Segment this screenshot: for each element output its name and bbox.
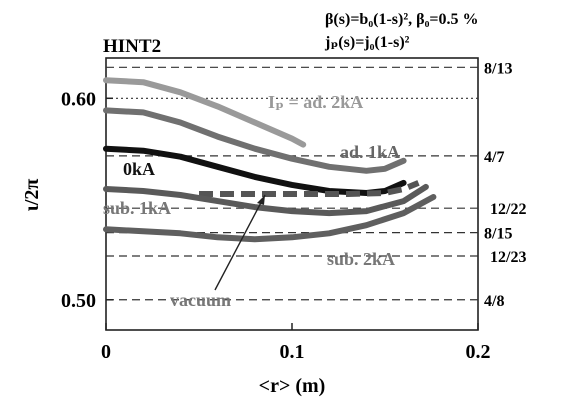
rational-label-6: 4/8: [484, 293, 504, 310]
series-line-1: [103, 107, 407, 174]
y-axis-label: ι/2π: [21, 179, 43, 212]
series-label-ad-2ka: Iₚ = ad. 2kA: [268, 92, 363, 112]
series-line-4: [103, 183, 429, 217]
x-tick-label-1: 0.1: [280, 341, 305, 363]
rational-label-0: 8/13: [484, 60, 512, 77]
y-tick-label-1: 0.60: [61, 88, 96, 110]
x-tick-label-2: 0.2: [466, 341, 491, 363]
rational-label-2: 4/7: [484, 149, 504, 166]
series-label-sub-1ka: sub. 1kA: [103, 198, 171, 218]
chart-title: HINT2: [103, 36, 161, 57]
annotation-vacuum: vacuum: [170, 290, 231, 310]
x-axis-label: <r> (m): [259, 375, 326, 397]
rational-label-3: 12/22: [490, 201, 526, 218]
y-tick-label-0: 0.50: [61, 290, 96, 312]
series-layer: [103, 77, 437, 243]
rational-label-4: 8/15: [484, 226, 512, 243]
chart-subtitle-line-2: jₚ(s)=j₀(1-s)²: [324, 34, 410, 51]
chart-subtitle-line-1: β(s)=b₀(1-s)², β₀=0.5 %: [325, 11, 478, 28]
series-line-3: [199, 180, 420, 197]
series-label-0ka: 0kA: [123, 159, 155, 179]
rational-label-5: 12/23: [490, 249, 526, 266]
annotation-arrow: [214, 194, 266, 291]
series-label-sub-2ka: sub. 2kA: [327, 249, 395, 269]
annotation-arrowhead: [257, 195, 265, 205]
axis-ticks: 0 0.1 0.2 0.50 0.60: [61, 88, 491, 363]
series-line-5: [103, 194, 437, 243]
series-label-ad-1ka: ad. 1kA: [340, 142, 400, 162]
x-tick-label-0: 0: [101, 341, 111, 363]
series-line-0: [103, 77, 307, 148]
